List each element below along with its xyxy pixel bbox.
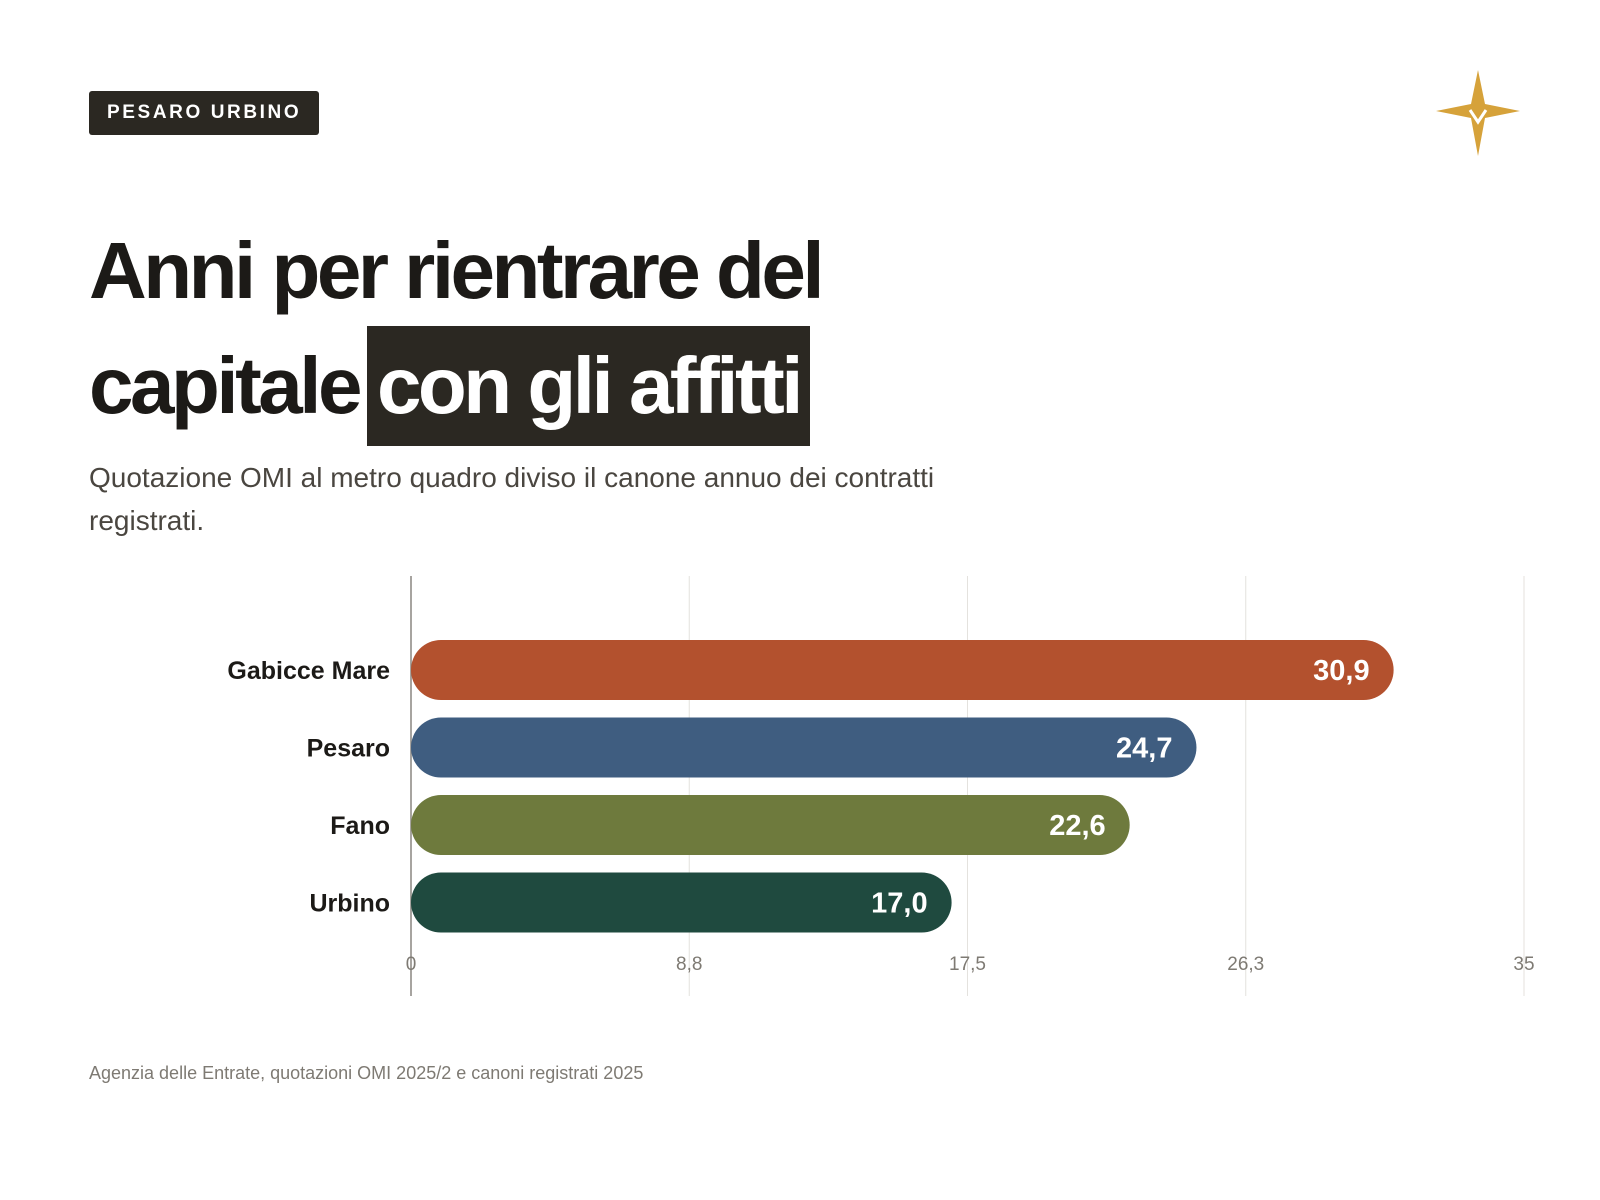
star-logo-shape [1436, 70, 1520, 156]
title-line-2: capitale con gli affitti [89, 326, 821, 446]
star-logo-icon [1436, 70, 1520, 156]
title-line-1: Anni per rientrare del [89, 226, 825, 315]
region-tag: PESARO URBINO [89, 91, 320, 135]
data-label: 24,7 [1116, 733, 1172, 765]
data-label: 17,0 [871, 888, 927, 920]
bar [411, 717, 1197, 778]
subtitle: Quotazione OMI al metro quadro diviso il… [89, 462, 935, 536]
title-line-2-text: capitale [89, 341, 362, 430]
page-title: Anni per rientrare del capitale con gli a… [89, 216, 825, 446]
x-tick-label: 26,3 [1227, 954, 1264, 975]
x-tick-label: 17,5 [949, 954, 986, 975]
source-note: Agenzia delle Entrate, quotazioni OMI 20… [89, 1063, 644, 1083]
bar [411, 640, 1394, 700]
category-label: Fano [330, 812, 390, 840]
data-label: 30,9 [1313, 655, 1369, 687]
x-tick-label: 35 [1513, 954, 1534, 975]
title-highlight: con gli affitti [366, 326, 810, 446]
data-label: 22,6 [1049, 810, 1105, 842]
x-tick-label: 8,8 [676, 954, 702, 975]
category-label: Pesaro [307, 735, 390, 763]
bar [411, 872, 952, 933]
star-logo-center [1468, 109, 1488, 125]
category-label: Gabicce Mare [227, 657, 390, 685]
x-tick-label: 0 [406, 954, 417, 975]
bar [411, 795, 1130, 855]
category-label: Urbino [309, 890, 390, 918]
